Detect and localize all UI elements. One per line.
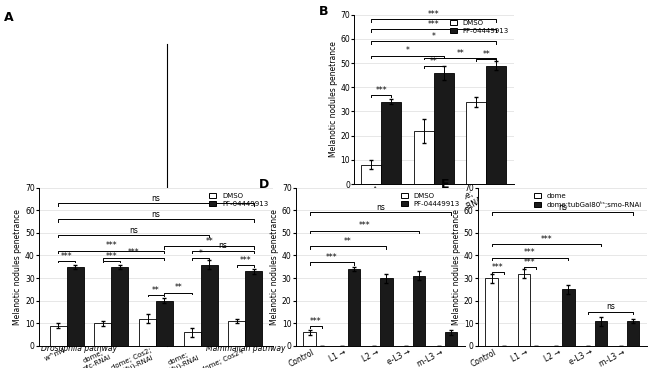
Bar	[156, 301, 173, 346]
Y-axis label: Melanotic nodules penetrance: Melanotic nodules penetrance	[270, 209, 279, 325]
Bar	[348, 269, 360, 346]
Text: ns: ns	[218, 241, 227, 250]
Text: ***: ***	[326, 253, 337, 262]
Text: *: *	[406, 46, 410, 55]
Text: ***: ***	[310, 317, 322, 326]
Bar	[361, 164, 382, 184]
Text: **: **	[174, 283, 182, 293]
Text: **: **	[430, 57, 437, 66]
Bar	[434, 73, 454, 184]
Text: ns: ns	[129, 226, 138, 234]
Text: ***: ***	[376, 86, 387, 95]
Legend: DMSO, PF-04449913: DMSO, PF-04449913	[208, 191, 270, 208]
Text: ns: ns	[558, 203, 567, 212]
Bar	[304, 332, 316, 346]
Bar	[184, 332, 201, 346]
Bar	[467, 102, 486, 184]
Text: **: **	[344, 237, 352, 246]
Text: E: E	[441, 178, 449, 191]
Text: ns: ns	[376, 203, 385, 212]
Text: ***: ***	[524, 258, 536, 268]
Bar	[486, 278, 498, 346]
Bar	[382, 102, 401, 184]
Bar	[246, 271, 263, 346]
Legend: DMSO, PF-04449913: DMSO, PF-04449913	[400, 191, 462, 208]
Bar	[562, 289, 575, 346]
Y-axis label: Melanotic nodules penetrance: Melanotic nodules penetrance	[13, 209, 22, 325]
Bar	[380, 278, 393, 346]
Bar	[627, 321, 639, 346]
Text: ***: ***	[128, 248, 140, 257]
Text: **: **	[205, 237, 213, 246]
Bar	[201, 265, 218, 346]
Text: **: **	[482, 50, 490, 59]
Text: ***: ***	[540, 235, 552, 244]
Text: ***: ***	[428, 10, 439, 19]
Bar	[49, 326, 66, 346]
Text: ***: ***	[358, 221, 370, 230]
Bar	[517, 273, 530, 346]
Y-axis label: Melanotic nodules penetrance: Melanotic nodules penetrance	[328, 42, 337, 157]
Text: Drosophila pathway: Drosophila pathway	[41, 344, 116, 353]
Text: A: A	[4, 11, 14, 24]
Y-axis label: Melanotic nodules penetrance: Melanotic nodules penetrance	[452, 209, 461, 325]
Bar	[413, 276, 425, 346]
Text: ***: ***	[61, 252, 72, 261]
Text: ns: ns	[606, 302, 615, 311]
Text: *: *	[432, 32, 436, 41]
Text: ***: ***	[240, 256, 251, 265]
Text: D: D	[259, 178, 269, 191]
Bar	[66, 267, 84, 346]
Text: ***: ***	[105, 252, 117, 261]
Bar	[94, 323, 111, 346]
Bar	[139, 319, 156, 346]
Text: *: *	[199, 250, 203, 258]
Bar	[486, 66, 506, 184]
Text: **: **	[456, 49, 464, 58]
Text: ***: ***	[492, 263, 504, 272]
Text: B: B	[319, 4, 329, 18]
Legend: DMSO, PF-04449913: DMSO, PF-04449913	[448, 18, 510, 35]
Bar	[228, 321, 246, 346]
Text: ns: ns	[151, 194, 161, 203]
Bar	[445, 332, 457, 346]
Text: ***: ***	[105, 241, 117, 250]
Text: Mammalian pathway: Mammalian pathway	[206, 344, 286, 353]
Text: ***: ***	[428, 20, 439, 29]
Bar	[595, 321, 607, 346]
Bar	[111, 267, 128, 346]
Legend: dome, dome;tubGal80ᵗˢ;smo-RNAi: dome, dome;tubGal80ᵗˢ;smo-RNAi	[533, 191, 644, 209]
Text: ***: ***	[524, 248, 536, 257]
Bar	[414, 131, 434, 184]
Text: ns: ns	[151, 210, 161, 219]
Text: **: **	[152, 286, 160, 295]
